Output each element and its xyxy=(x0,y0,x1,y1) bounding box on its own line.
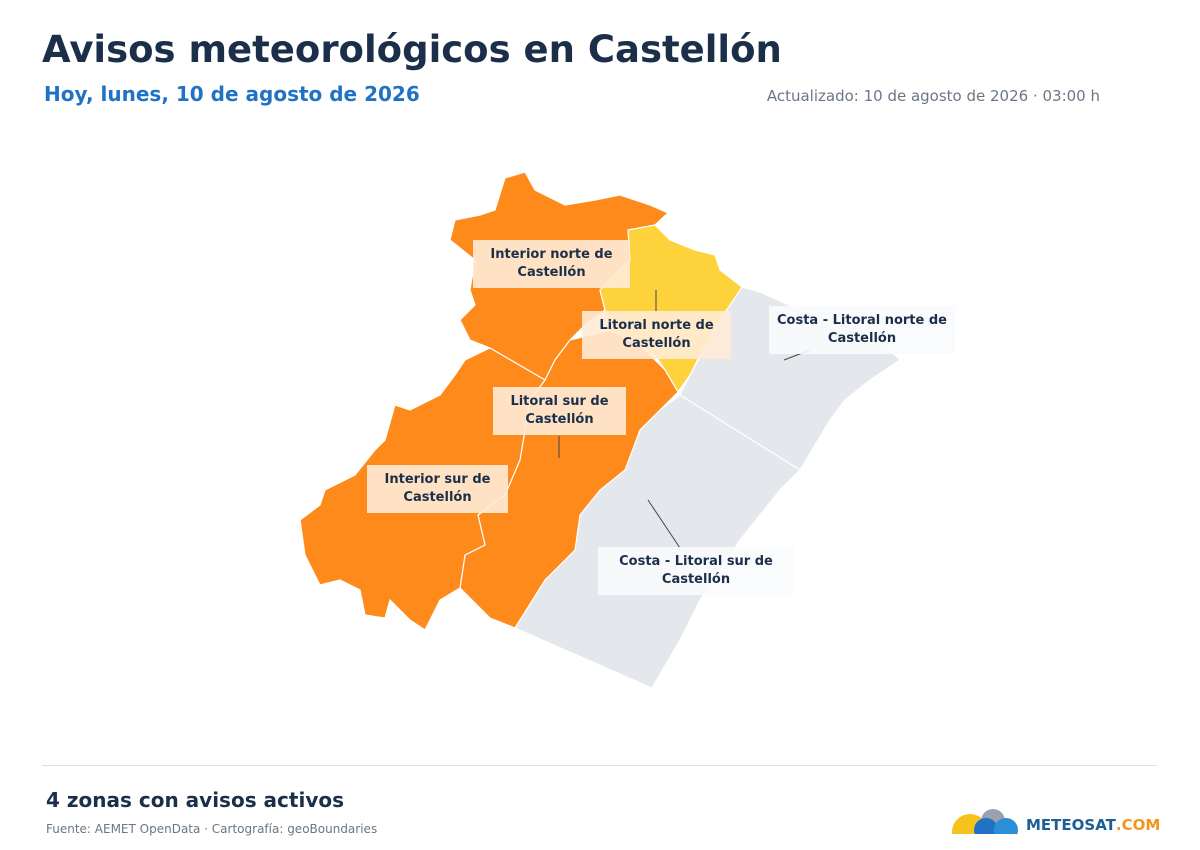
leader-line xyxy=(647,499,681,549)
zone-label: Costa - Litoral norte de Castellón xyxy=(769,306,955,354)
logo-domain: .COM xyxy=(1115,816,1161,834)
updated: Actualizado: 10 de agosto de 2026 · 03:0… xyxy=(766,87,1100,105)
logo: METEOSAT.COM xyxy=(1026,816,1160,834)
zone-litoral-norte xyxy=(599,224,743,394)
zone-label: Litoral norte de Castellón xyxy=(582,311,731,359)
summary: 4 zonas con avisos activos xyxy=(46,788,345,812)
divider xyxy=(42,765,1157,766)
logo-icon xyxy=(952,809,1018,834)
subtitle: Hoy, lunes, 10 de agosto de 2026 xyxy=(44,82,420,106)
zone-label: Interior norte de Castellón xyxy=(473,240,630,288)
title: Avisos meteorológicos en Castellón xyxy=(42,28,782,71)
map xyxy=(299,171,901,689)
zone-label: Interior sur de Castellón xyxy=(367,465,508,513)
source: Fuente: AEMET OpenData · Cartografía: ge… xyxy=(46,822,378,836)
zone-label: Costa - Litoral sur de Castellón xyxy=(598,547,794,595)
logo-name: METEOSAT xyxy=(1026,816,1116,834)
zone-label: Litoral sur de Castellón xyxy=(493,387,626,435)
